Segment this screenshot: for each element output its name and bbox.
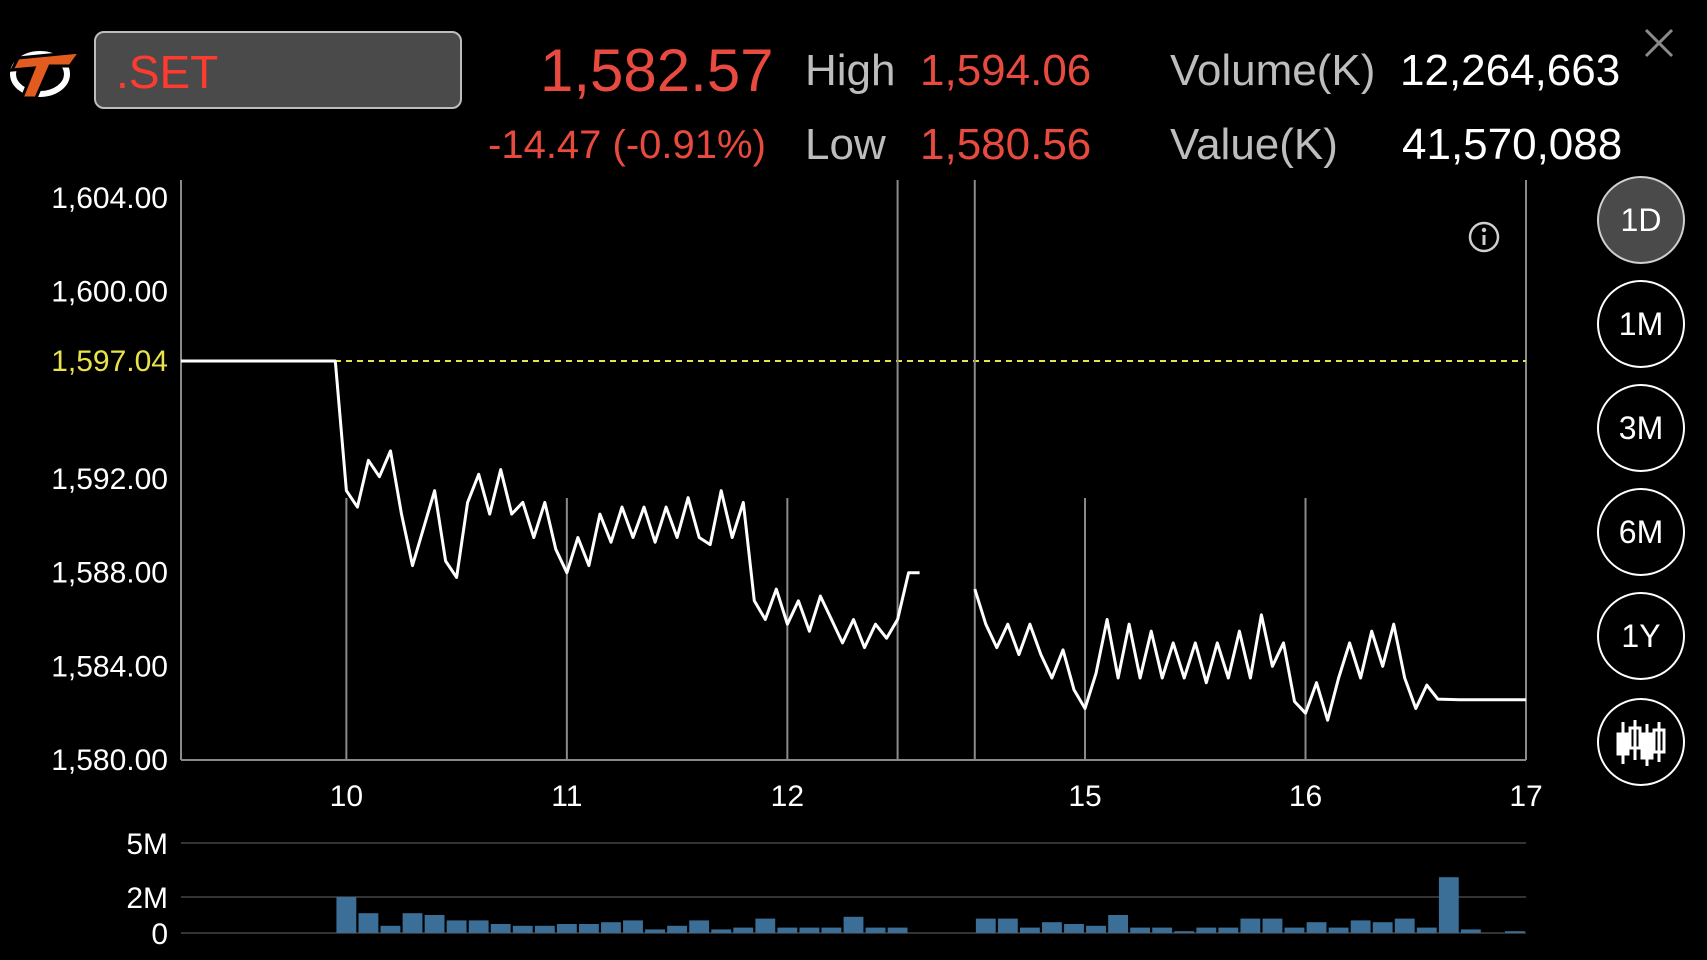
volume-bar — [556, 924, 577, 933]
volume-bar — [799, 927, 820, 933]
volume-bar — [733, 927, 754, 933]
y-tick-label: 1,592.00 — [51, 463, 168, 496]
volume-bar — [865, 927, 886, 933]
volume-bar — [534, 925, 555, 933]
volume-bar — [975, 918, 996, 933]
y-tick-label: 1,584.00 — [51, 650, 168, 683]
volume-bar — [755, 918, 776, 933]
candlestick-toggle-button[interactable] — [1597, 698, 1685, 786]
volume-bar — [358, 913, 379, 933]
symbol-search-field[interactable]: .SET — [94, 31, 462, 109]
volume-bar — [1350, 920, 1371, 933]
range-1m-button[interactable]: 1M — [1597, 280, 1685, 368]
volume-bar — [1505, 931, 1525, 933]
volume-bar — [402, 913, 423, 933]
volume-bar — [446, 920, 467, 933]
volume-bar — [1152, 927, 1173, 933]
info-icon[interactable] — [1467, 220, 1501, 254]
low-label: Low — [805, 120, 886, 169]
price-line-series — [181, 359, 920, 650]
volume-bar — [843, 916, 864, 933]
low-value: 1,580.56 — [920, 120, 1092, 169]
price-line-series — [973, 588, 1526, 722]
volume-bar — [1108, 915, 1129, 933]
volume-bar — [601, 922, 621, 933]
x-tick-label: 12 — [771, 780, 804, 813]
previous-close-label: 1,597.04 — [51, 345, 168, 378]
volume-bar — [1086, 925, 1106, 933]
volume-bar — [1042, 922, 1062, 933]
volume-bar — [1174, 931, 1195, 933]
volume-bar — [1306, 922, 1327, 933]
volume-bar — [1019, 927, 1040, 933]
volume-bar — [1460, 929, 1481, 933]
volume-bar — [1284, 927, 1305, 933]
value-label: Value(K) — [1170, 120, 1338, 169]
high-value: 1,594.06 — [920, 46, 1092, 95]
volume-bar — [512, 925, 533, 933]
volume-bar — [777, 927, 798, 933]
range-1y-button[interactable]: 1Y — [1597, 592, 1685, 680]
x-tick-label: 15 — [1068, 780, 1101, 813]
volume-value: 12,264,663 — [1400, 46, 1621, 95]
volume-bar — [424, 915, 445, 933]
volume-bar — [1196, 927, 1217, 933]
volume-tick-label: 5M — [126, 828, 168, 861]
range-1d-button[interactable]: 1D — [1597, 176, 1685, 264]
app-logo-icon — [10, 50, 82, 100]
y-tick-label: 1,580.00 — [51, 744, 168, 777]
volume-bar — [490, 924, 511, 933]
volume-bar — [667, 925, 688, 933]
last-price: 1,582.57 — [540, 37, 774, 104]
volume-bar — [336, 897, 357, 933]
volume-bar — [887, 927, 908, 933]
volume-bar — [1130, 927, 1151, 933]
range-6m-button[interactable]: 6M — [1597, 488, 1685, 576]
volume-tick-label: 2M — [126, 882, 168, 915]
volume-bar — [1064, 924, 1084, 933]
volume-bar — [1240, 918, 1261, 933]
volume-bar — [1262, 918, 1283, 933]
candlestick-icon — [1616, 720, 1666, 766]
y-tick-label: 1,588.00 — [51, 557, 168, 590]
x-tick-label: 17 — [1509, 780, 1542, 813]
volume-bar — [997, 918, 1018, 933]
volume-bar — [468, 920, 489, 933]
volume-bar — [380, 925, 401, 933]
volume-bar — [645, 929, 665, 933]
volume-bar — [1218, 927, 1239, 933]
volume-bar — [1372, 922, 1393, 933]
value-value: 41,570,088 — [1402, 120, 1623, 169]
volume-bar — [1438, 877, 1459, 933]
volume-bar — [1328, 927, 1349, 933]
high-label: High — [805, 46, 896, 95]
y-tick-label: 1,604.00 — [51, 182, 168, 215]
volume-bar — [623, 920, 643, 933]
volume-bar — [711, 929, 732, 933]
volume-bar — [1394, 918, 1415, 933]
volume-bar — [689, 920, 710, 933]
y-tick-label: 1,600.00 — [51, 276, 168, 309]
volume-bar — [578, 924, 599, 933]
range-3m-button[interactable]: 3M — [1597, 384, 1685, 472]
price-chart[interactable]: 1,604.00 1,600.00 1,592.00 1,588.00 1,584.00… — [0, 170, 1707, 960]
x-tick-label: 11 — [551, 780, 582, 813]
x-tick-label: 10 — [330, 780, 363, 813]
x-tick-label: 16 — [1289, 780, 1322, 813]
volume-tick-label: 0 — [151, 918, 168, 951]
volume-bar — [821, 927, 842, 933]
symbol-text: .SET — [116, 46, 219, 98]
volume-bar — [1416, 927, 1437, 933]
close-icon[interactable] — [1642, 26, 1676, 60]
price-change: -14.47 (-0.91%) — [488, 123, 766, 167]
volume-label: Volume(K) — [1170, 46, 1376, 95]
